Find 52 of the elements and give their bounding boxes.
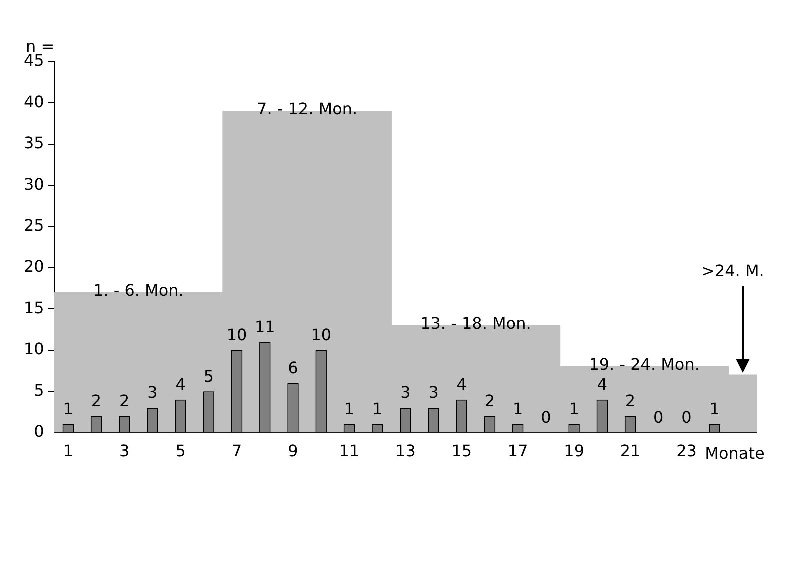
data-label: 0 — [654, 408, 664, 427]
data-label: 3 — [400, 383, 411, 402]
y-tick-label: 40 — [24, 92, 44, 112]
x-tick-label: 11 — [339, 442, 360, 461]
data-label: 4 — [597, 374, 608, 394]
data-label: 10 — [226, 326, 248, 345]
y-tick-label: 15 — [24, 298, 44, 318]
y-tick-label: 35 — [24, 134, 44, 153]
data-label: 3 — [148, 383, 158, 402]
data-label: 10 — [311, 326, 332, 345]
y-tick-label: 5 — [34, 380, 44, 400]
data-label: 0 — [541, 408, 552, 427]
x-tick-label: 3 — [120, 442, 130, 461]
data-label: 1 — [344, 400, 355, 419]
x-tick-label: 15 — [452, 442, 472, 461]
data-label: 2 — [91, 391, 102, 410]
annotation: 1. - 6. Mon. — [93, 280, 184, 300]
x-tick-label: 9 — [288, 442, 298, 461]
y-tick-label: 0 — [34, 422, 44, 441]
annotation: 7. - 12. Mon. — [257, 100, 358, 119]
data-label: 5 — [204, 366, 214, 386]
x-tick-label: 17 — [508, 442, 528, 461]
annotation: 19. - 24. Mon. — [589, 355, 700, 374]
y-tick-label: 20 — [24, 257, 44, 276]
data-label: 2 — [120, 391, 130, 410]
data-label: 2 — [484, 391, 496, 410]
y-tick-label: 30 — [24, 174, 44, 194]
x-axis-title: Monate — [705, 444, 765, 463]
data-label: 1 — [513, 400, 524, 419]
x-tick-label: 7 — [232, 442, 242, 461]
data-label: 1 — [372, 400, 383, 419]
x-tick-label: 21 — [620, 442, 641, 461]
annotation: >24. M. — [702, 261, 764, 280]
x-tick-label: 19 — [564, 442, 584, 461]
data-label: 1 — [710, 400, 720, 419]
data-label: 2 — [625, 391, 636, 410]
data-label: 1 — [569, 400, 580, 419]
data-label: 6 — [288, 358, 298, 378]
annotation: 13. - 18. Mon. — [420, 314, 532, 333]
data-label: 1 — [63, 400, 74, 419]
data-label: 0 — [682, 408, 692, 427]
y-tick-label: 10 — [24, 340, 44, 359]
y-tick-label: 25 — [24, 216, 44, 235]
data-label: 11 — [254, 317, 276, 336]
x-tick-label: 5 — [176, 442, 186, 461]
data-label: 4 — [176, 374, 186, 394]
data-label: 4 — [456, 374, 467, 394]
x-tick-label: 1 — [63, 442, 74, 461]
x-tick-label: 13 — [396, 442, 416, 461]
y-tick-label: 45 — [24, 51, 44, 70]
data-label: 3 — [428, 383, 439, 402]
x-tick-label: 23 — [676, 442, 697, 461]
